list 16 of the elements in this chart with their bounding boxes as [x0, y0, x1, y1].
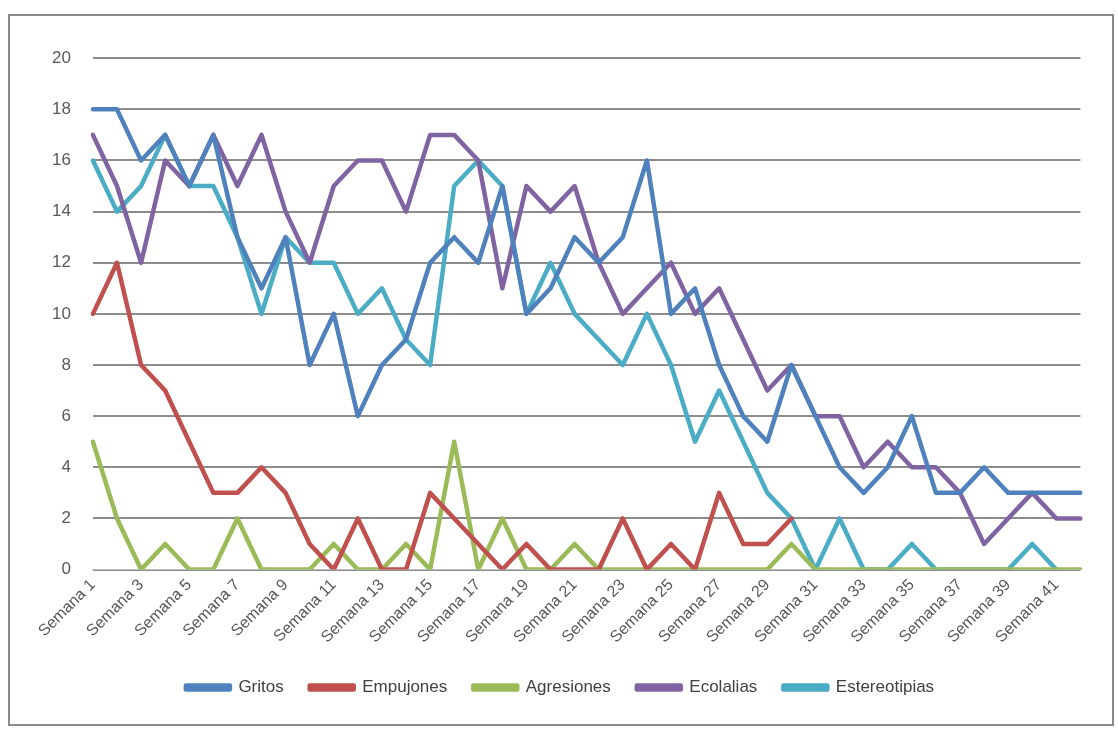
- y-tick-label: 4: [61, 456, 71, 476]
- legend-label: Agresiones: [525, 677, 611, 697]
- y-tick-label: 6: [61, 405, 71, 425]
- y-tick-label: 0: [61, 559, 71, 579]
- y-tick-label: 8: [61, 354, 71, 374]
- legend-label: Empujones: [362, 677, 448, 697]
- legend-label: Gritos: [238, 677, 284, 697]
- y-tick-label: 12: [51, 252, 71, 272]
- y-tick-label: 14: [51, 201, 71, 221]
- y-tick-label: 18: [51, 99, 71, 119]
- y-tick-label: 16: [51, 150, 71, 170]
- legend-label: Ecolalias: [689, 677, 758, 697]
- y-tick-label: 10: [51, 303, 71, 323]
- y-tick-label: 2: [61, 508, 71, 528]
- legend-label: Estereotipias: [835, 677, 935, 697]
- y-tick-label: 20: [51, 47, 71, 67]
